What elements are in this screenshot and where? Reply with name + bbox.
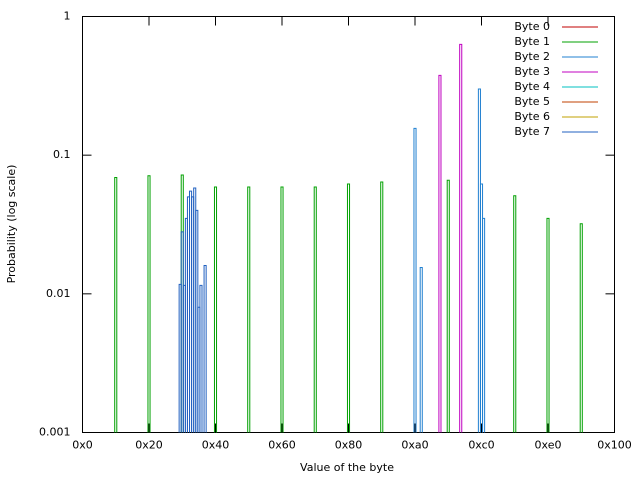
histogram-step <box>147 175 151 433</box>
histogram-step <box>513 195 517 433</box>
legend-label: Byte 4 <box>514 80 550 93</box>
histogram-step <box>114 177 118 433</box>
legend-label: Byte 1 <box>514 35 550 48</box>
histogram-step <box>199 284 203 433</box>
y-tick-label: 0.01 <box>46 287 71 300</box>
legend-label: Byte 6 <box>514 110 550 123</box>
histogram-step <box>546 217 550 433</box>
histogram-step <box>413 127 417 433</box>
legend-label: Byte 7 <box>514 125 550 138</box>
histogram-step <box>446 179 450 433</box>
y-tick-label: 0.1 <box>53 148 71 161</box>
histogram-step <box>313 186 317 433</box>
x-tick-label: 0x80 <box>335 439 363 452</box>
x-axis-label: Value of the byte <box>300 461 394 474</box>
histogram-step <box>346 183 351 433</box>
x-tick-label: 0x100 <box>597 439 632 452</box>
x-tick-label: 0xa0 <box>401 439 428 452</box>
legend-label: Byte 2 <box>514 50 550 63</box>
histogram-step <box>579 223 583 433</box>
x-tick-label: 0x20 <box>135 439 163 452</box>
histogram-step <box>213 186 218 433</box>
x-tick-label: 0x60 <box>268 439 296 452</box>
x-tick-label: 0x40 <box>202 439 230 452</box>
histogram-step <box>380 181 384 433</box>
histogram-step <box>419 266 423 433</box>
legend-label: Byte 5 <box>514 95 550 108</box>
x-tick-label: 0xc0 <box>468 439 494 452</box>
y-tick-label: 0.001 <box>39 426 71 439</box>
histogram-step <box>482 217 486 433</box>
histogram-step <box>459 43 463 433</box>
legend-label: Byte 3 <box>514 65 550 78</box>
histogram-step <box>280 186 284 433</box>
x-tick-label: 0x0 <box>72 439 93 452</box>
plot-border <box>82 16 615 433</box>
x-tick-label: 0xe0 <box>535 439 562 452</box>
y-tick-label: 1 <box>64 10 71 23</box>
histogram-step <box>247 186 251 433</box>
y-axis-label: Probability (log scale) <box>5 165 18 284</box>
legend-label: Byte 0 <box>514 20 550 33</box>
histogram-step <box>203 265 207 433</box>
histogram-step <box>438 74 442 433</box>
